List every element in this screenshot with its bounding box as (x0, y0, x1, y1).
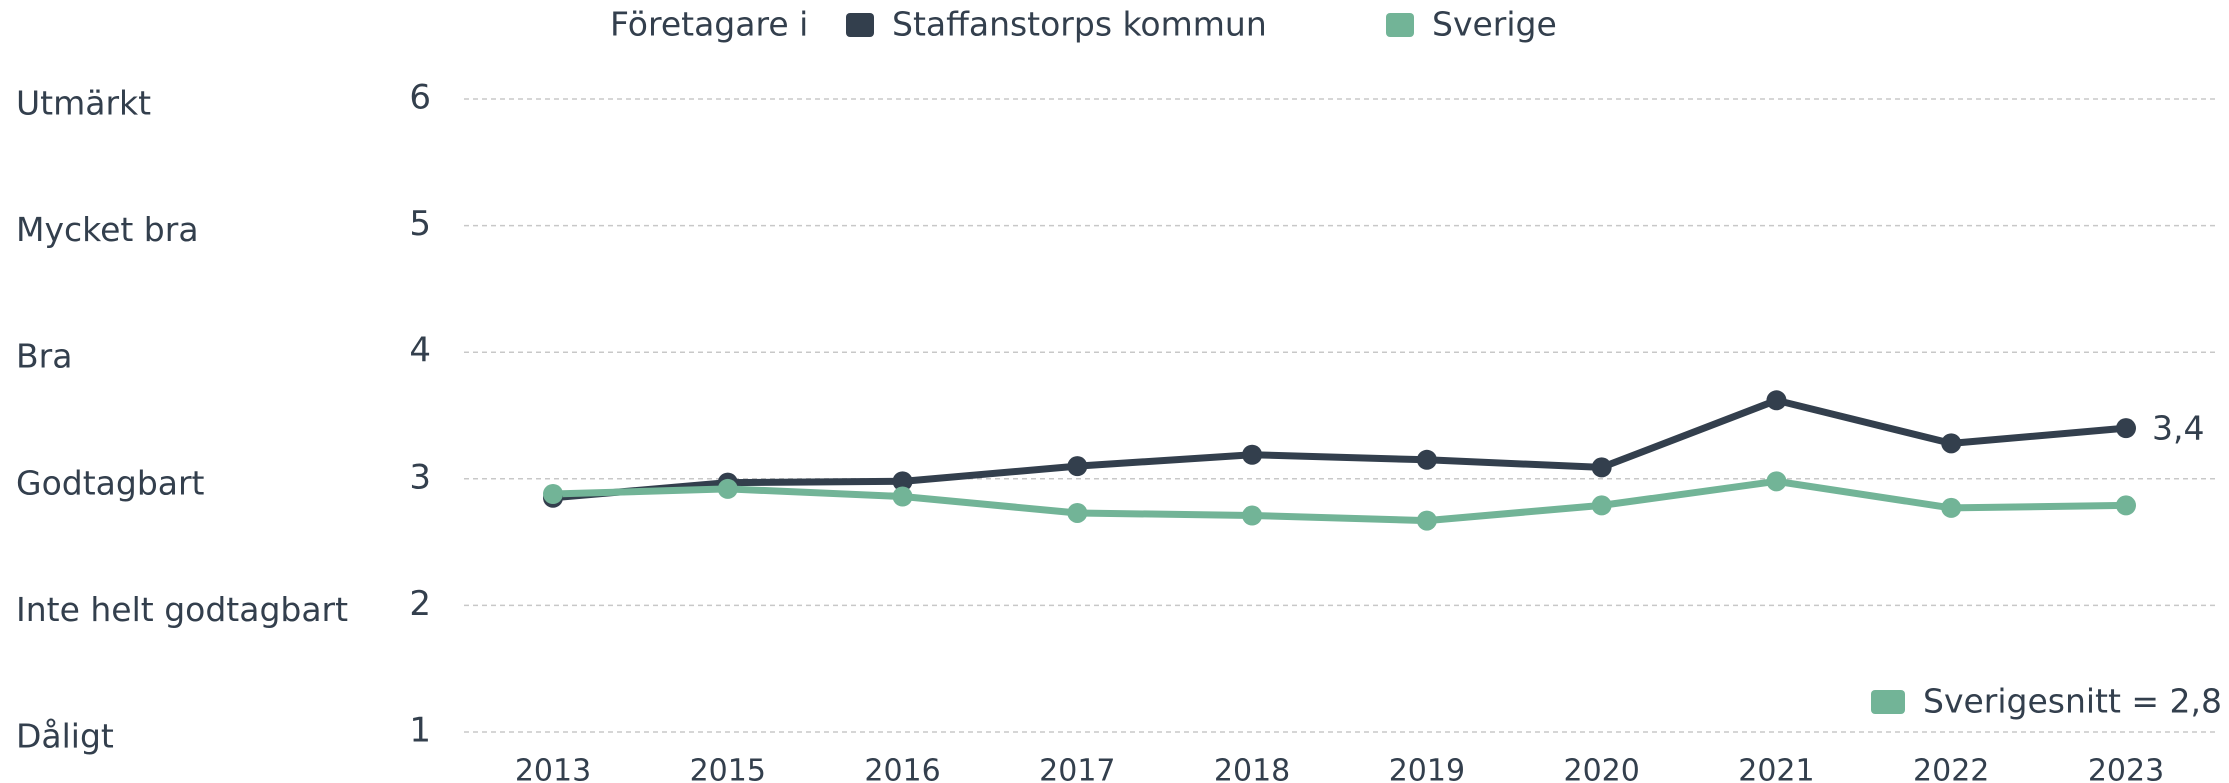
data-point (892, 471, 913, 492)
y-level-label: Mycket bra (16, 210, 199, 249)
data-point (1766, 471, 1787, 492)
data-point (1416, 449, 1437, 470)
data-point (1067, 502, 1088, 523)
y-tick-label: 1 (409, 711, 431, 751)
y-level-label: Inte helt godtagbart (16, 590, 348, 629)
x-tick-label: 2019 (1389, 754, 1465, 783)
data-point (1591, 457, 1612, 478)
x-tick-label: 2017 (1039, 754, 1115, 783)
x-tick-label: 2023 (2088, 754, 2164, 783)
data-point (1242, 505, 1263, 526)
annotation-swatch (1871, 690, 1905, 714)
data-point (1067, 456, 1088, 477)
data-point (1242, 444, 1263, 465)
data-point (2116, 418, 2136, 439)
y-level-label: Dåligt (16, 717, 114, 756)
y-tick-label: 5 (409, 204, 431, 244)
data-point (1416, 510, 1437, 531)
legend-label: Staffanstorps kommun (892, 5, 1267, 44)
x-tick-label: 2022 (1913, 754, 1989, 783)
series-line (552, 477, 2127, 525)
data-point (2116, 495, 2136, 516)
legend-swatch (846, 13, 874, 37)
data-point (543, 483, 563, 504)
legend-swatch (1386, 13, 1414, 37)
data-point (1941, 497, 1962, 518)
annotation: Sverigesnitt = 2,8 (1923, 682, 2222, 721)
y-level-label: Bra (16, 337, 72, 376)
y-tick-label: 4 (409, 331, 431, 371)
data-point (1591, 495, 1612, 516)
legend-title: Företagare i (610, 5, 808, 44)
y-tick-label: 6 (409, 78, 431, 118)
y-tick-label: 3 (409, 457, 431, 497)
y-tick-label: 2 (409, 584, 431, 624)
y-level-label: Godtagbart (16, 463, 205, 502)
legend-label: Sverige (1432, 5, 1557, 44)
data-label: 3,4 (2152, 409, 2204, 448)
data-point (717, 478, 738, 499)
series-line (552, 396, 2127, 502)
x-tick-label: 2013 (515, 754, 591, 783)
x-tick-label: 2016 (864, 754, 940, 783)
x-tick-label: 2018 (1214, 754, 1290, 783)
data-point (892, 486, 913, 507)
x-tick-label: 2015 (690, 754, 766, 783)
data-point (1766, 390, 1787, 411)
y-level-label: Utmärkt (16, 84, 151, 123)
x-tick-label: 2020 (1563, 754, 1639, 783)
x-tick-label: 2021 (1738, 754, 1814, 783)
data-point (1941, 433, 1962, 454)
